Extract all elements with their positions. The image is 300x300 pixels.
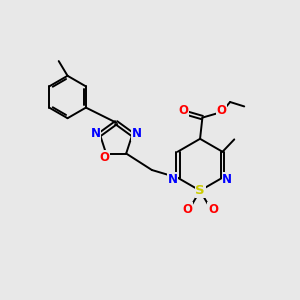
Text: N: N xyxy=(168,173,178,186)
Text: O: O xyxy=(208,203,218,216)
Text: O: O xyxy=(217,104,227,117)
Text: O: O xyxy=(178,104,188,117)
Text: N: N xyxy=(222,173,232,186)
Text: N: N xyxy=(131,127,142,140)
Text: O: O xyxy=(182,203,192,216)
Text: O: O xyxy=(99,151,109,164)
Text: S: S xyxy=(195,184,205,197)
Text: N: N xyxy=(91,127,101,140)
